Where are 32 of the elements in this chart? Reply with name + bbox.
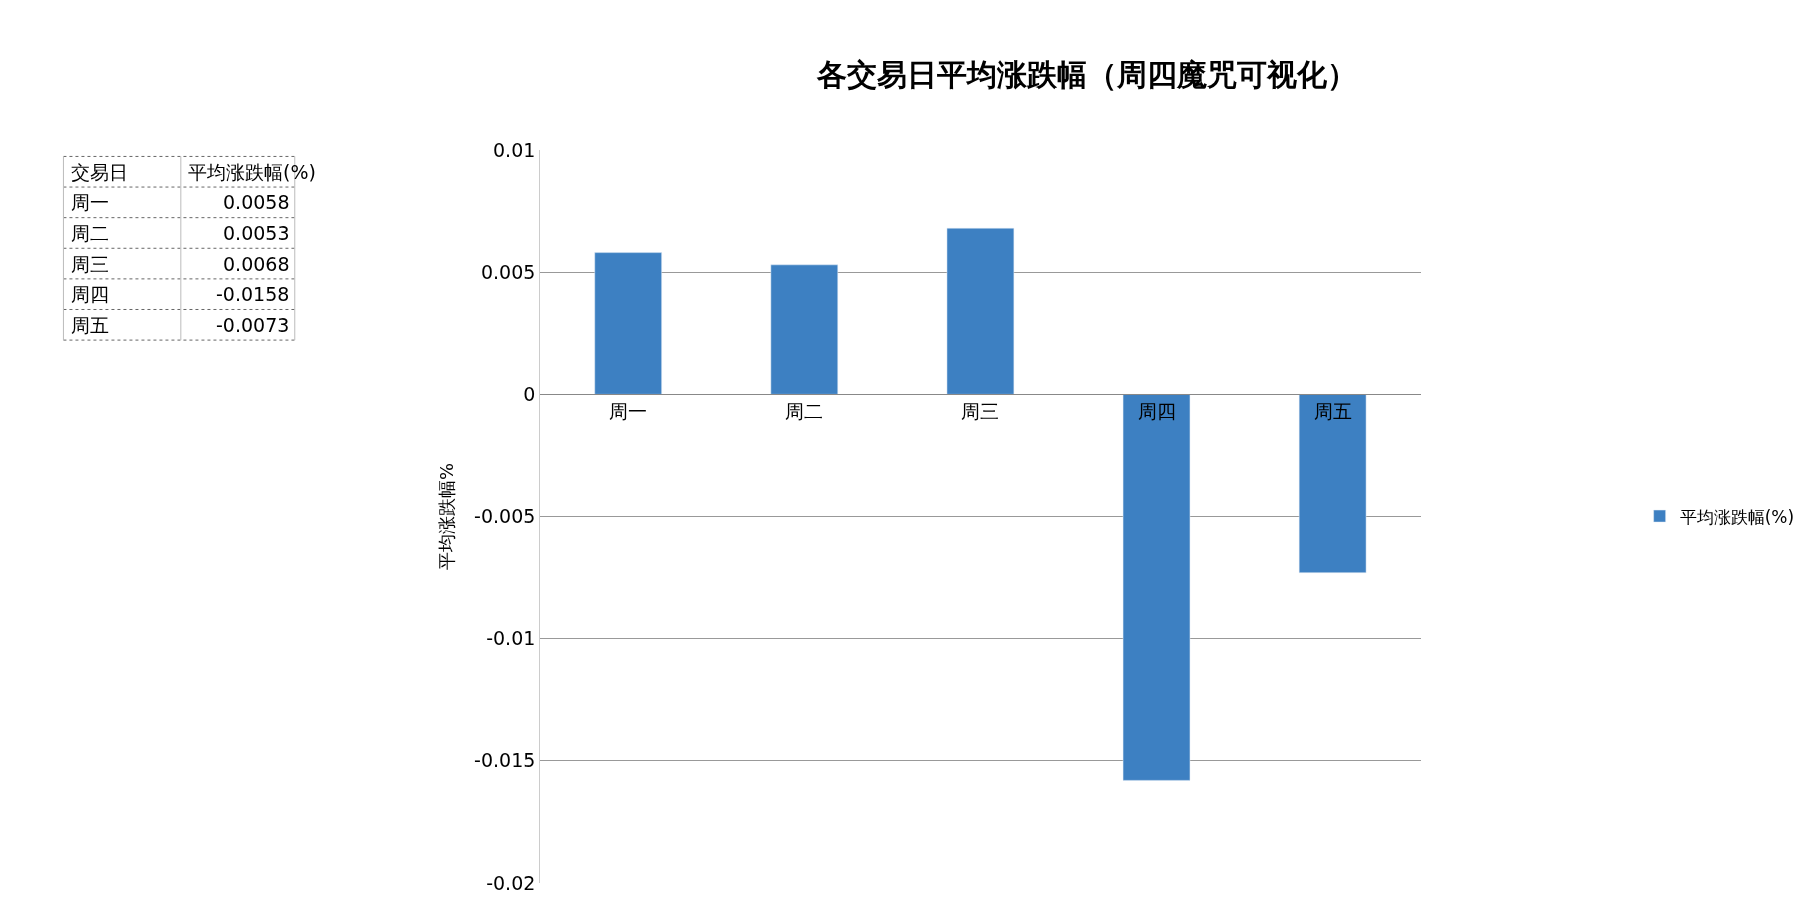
x-tick-label: 周五 (1313, 400, 1352, 423)
text: 周二 (71, 222, 109, 244)
bar (770, 264, 839, 395)
text: 周四 (71, 283, 109, 305)
x-tick-label: 周四 (1137, 400, 1176, 423)
text: 0.0058 (223, 191, 290, 213)
y-tick-label: 0.005 (480, 260, 536, 283)
y-axis-title: 平均涨跌幅% (436, 462, 458, 571)
text: -0.0158 (216, 283, 290, 305)
x-tick-label: 周三 (961, 400, 1000, 423)
x-tick-label: 周二 (785, 400, 824, 423)
text: 周一 (71, 191, 109, 213)
bar (946, 227, 1015, 395)
y-tick-label: 0.01 (493, 138, 536, 161)
x-tick-label: 周一 (609, 400, 648, 423)
y-tick-label: -0.02 (486, 871, 536, 894)
text: 周三 (71, 253, 109, 275)
text: -0.0073 (216, 314, 290, 336)
legend-label: 平均涨跌幅(%) (1679, 506, 1795, 527)
bar (594, 252, 662, 395)
y-tick-label: -0.005 (474, 505, 536, 528)
y-tick-label: -0.01 (486, 627, 536, 650)
text: 0.0068 (223, 253, 290, 275)
y-tick-label: -0.015 (474, 749, 536, 772)
bar (1298, 394, 1367, 573)
text: 平均涨跌幅(%) (188, 161, 316, 183)
y-tick-label: 0 (523, 382, 536, 405)
bar (1122, 394, 1191, 781)
text: 交易日 (71, 161, 128, 183)
text: 周五 (71, 314, 109, 336)
chart-title: 各交易日平均涨跌幅（周四魔咒可视化） (816, 56, 1358, 92)
text: 0.0053 (223, 222, 290, 244)
